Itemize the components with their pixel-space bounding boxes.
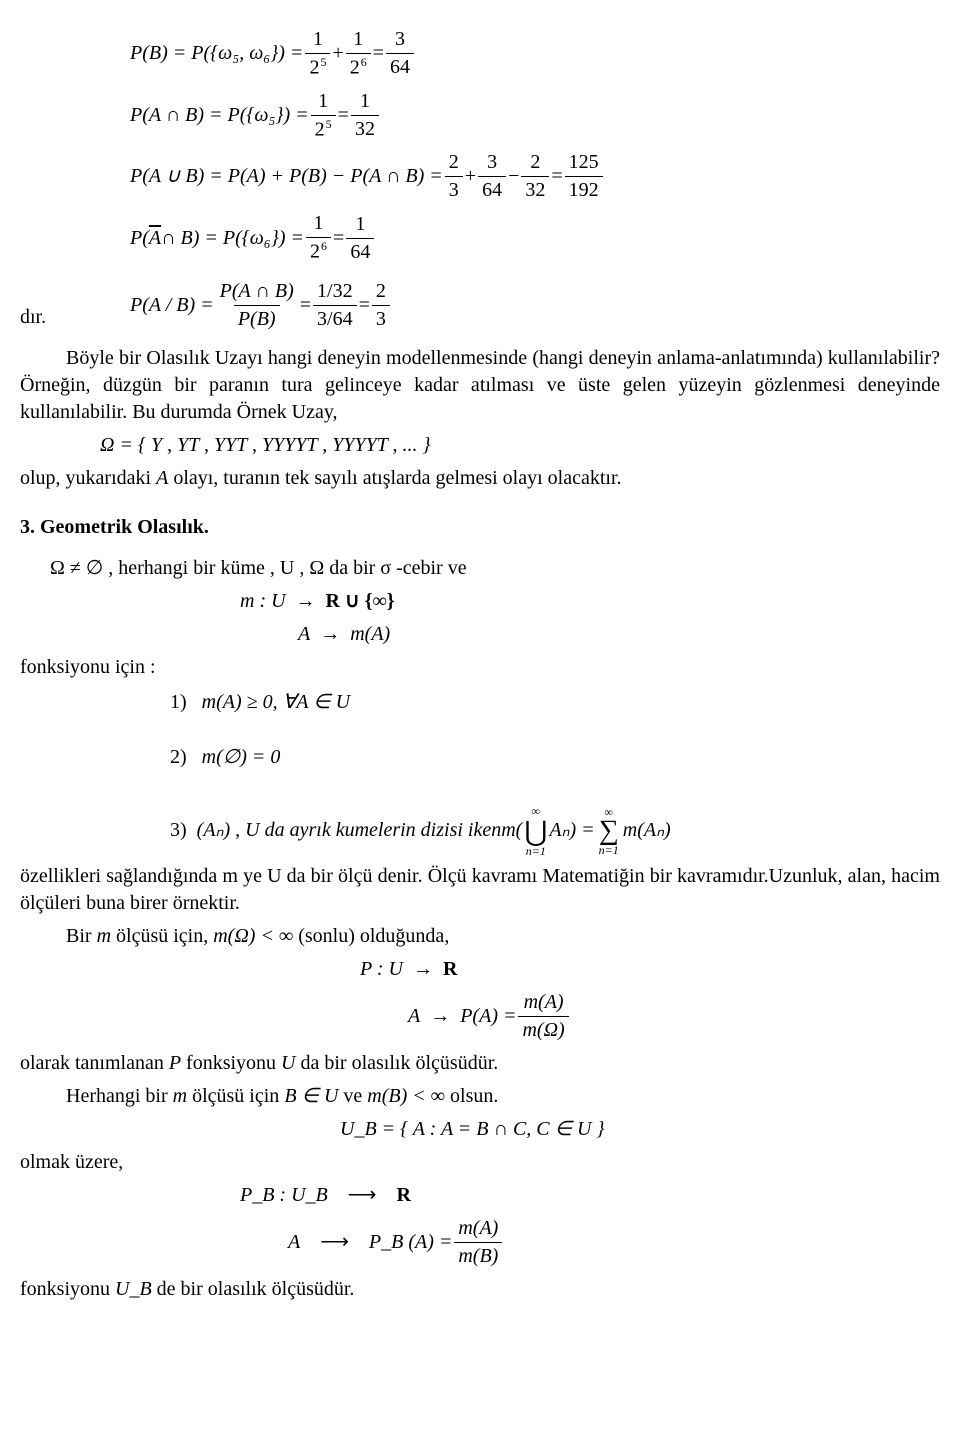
paragraph-finite-measure: Bir m ölçüsü için, m(Ω) < ∞ (sonlu) oldu… xyxy=(20,923,940,950)
eq1-f2: 1 26 xyxy=(346,26,371,82)
eq1-f3: 3 64 xyxy=(386,26,414,81)
A-bar: A xyxy=(149,225,161,252)
arrow-icon: → xyxy=(296,588,316,615)
paragraph-P-prob-measure: olarak tanımlanan P fonksiyonu U da bir … xyxy=(20,1050,940,1077)
eq1-lhs: P(B) = P({ω₅, ω₆}) = xyxy=(130,40,303,67)
paragraph-A-event: olup, yukarıdaki A olayı, turanın tek sa… xyxy=(20,465,940,492)
UB-definition: U_B = { A : A = B ∩ C, C ∈ U } xyxy=(340,1116,940,1143)
eq-conditional-row: dır. P(A / B) = P(A ∩ B)P(B) = 1/323/64 … xyxy=(20,272,940,339)
eq-pAbarAndB: P(A ∩ B) = P({ω₆}) = 1 26 = 164 xyxy=(130,210,940,266)
omega-set: Ω = { Y , YT , YYT , YYYYT , YYYYT , ...… xyxy=(100,434,430,456)
paragraph-measure-def: özellikleri sağlandığında m ye U da bir … xyxy=(20,863,940,917)
eq-pAgivenB: P(A / B) = P(A ∩ B)P(B) = 1/323/64 = 23 xyxy=(130,278,392,333)
eq3-lhs: P(A ∪ B) = P(A) + P(B) − P(A ∩ B) = xyxy=(130,163,443,190)
paragraph-usage: Böyle bir Olasılık Uzayı hangi deneyin m… xyxy=(20,345,940,426)
union-icon: ∞ ⋃ n=1 xyxy=(524,805,547,857)
arrow-icon: → xyxy=(430,1003,450,1030)
equation-block: P(B) = P({ω₅, ω₆}) = 1 25 + 1 26 = 3 64 xyxy=(20,26,940,339)
map-P: P : U → R A → P(A) = m(A)m(Ω) xyxy=(360,956,940,1044)
map-PB: P_B : U_B ⟶ R A ⟶ P_B (A) = m(A)m(B) xyxy=(240,1182,940,1270)
measure-axiom-1: 1) m(A) ≥ 0, ∀A ∈ U xyxy=(170,689,940,716)
eq2-lhs: P(A ∩ B) = P({ω₅}) = xyxy=(130,102,309,129)
dir-text: dır. xyxy=(20,304,130,339)
olmak-uzere: olmak üzere, xyxy=(20,1149,940,1176)
eq-pb: P(B) = P({ω₅, ω₆}) = 1 25 + 1 26 = 3 64 xyxy=(130,26,940,82)
sigma-algebra-line: Ω ≠ ∅ , herhangi bir küme , U , Ω da bir… xyxy=(50,555,940,582)
fonksiyonu-icin: fonksiyonu için : xyxy=(20,654,940,681)
eq-pAorB: P(A ∪ B) = P(A) + P(B) − P(A ∩ B) = 23 +… xyxy=(130,149,940,204)
long-arrow-icon: ⟶ xyxy=(320,1229,349,1256)
sum-icon: ∞ ∑ n=1 xyxy=(599,806,619,855)
measure-axiom-2: 2) m(∅) = 0 xyxy=(170,744,940,771)
paragraph-any-measure: Herhangi bir m ölçüsü için B ∈ U ve m(B)… xyxy=(20,1083,940,1110)
eq1-f1: 1 25 xyxy=(305,26,330,82)
eq2-f1: 1 25 xyxy=(311,88,336,144)
eq2-f2: 1 32 xyxy=(351,88,379,143)
arrow-icon: → xyxy=(320,621,340,648)
long-arrow-icon: ⟶ xyxy=(348,1182,377,1209)
paragraph-UB-prob-measure: fonksiyonu U_B de bir olasılık ölçüsüdür… xyxy=(20,1276,940,1303)
arrow-icon: → xyxy=(413,956,433,983)
measure-axiom-3: 3) (Aₙ) , U da ayrık kumelerin dizisi ik… xyxy=(170,805,940,857)
eq-pAandB: P(A ∩ B) = P({ω₅}) = 1 25 = 1 32 xyxy=(130,88,940,144)
map-m: m : U → R ∪ {∞} A → m(A) xyxy=(240,588,940,648)
section-heading: 3. Geometrik Olasılık. xyxy=(20,514,940,541)
